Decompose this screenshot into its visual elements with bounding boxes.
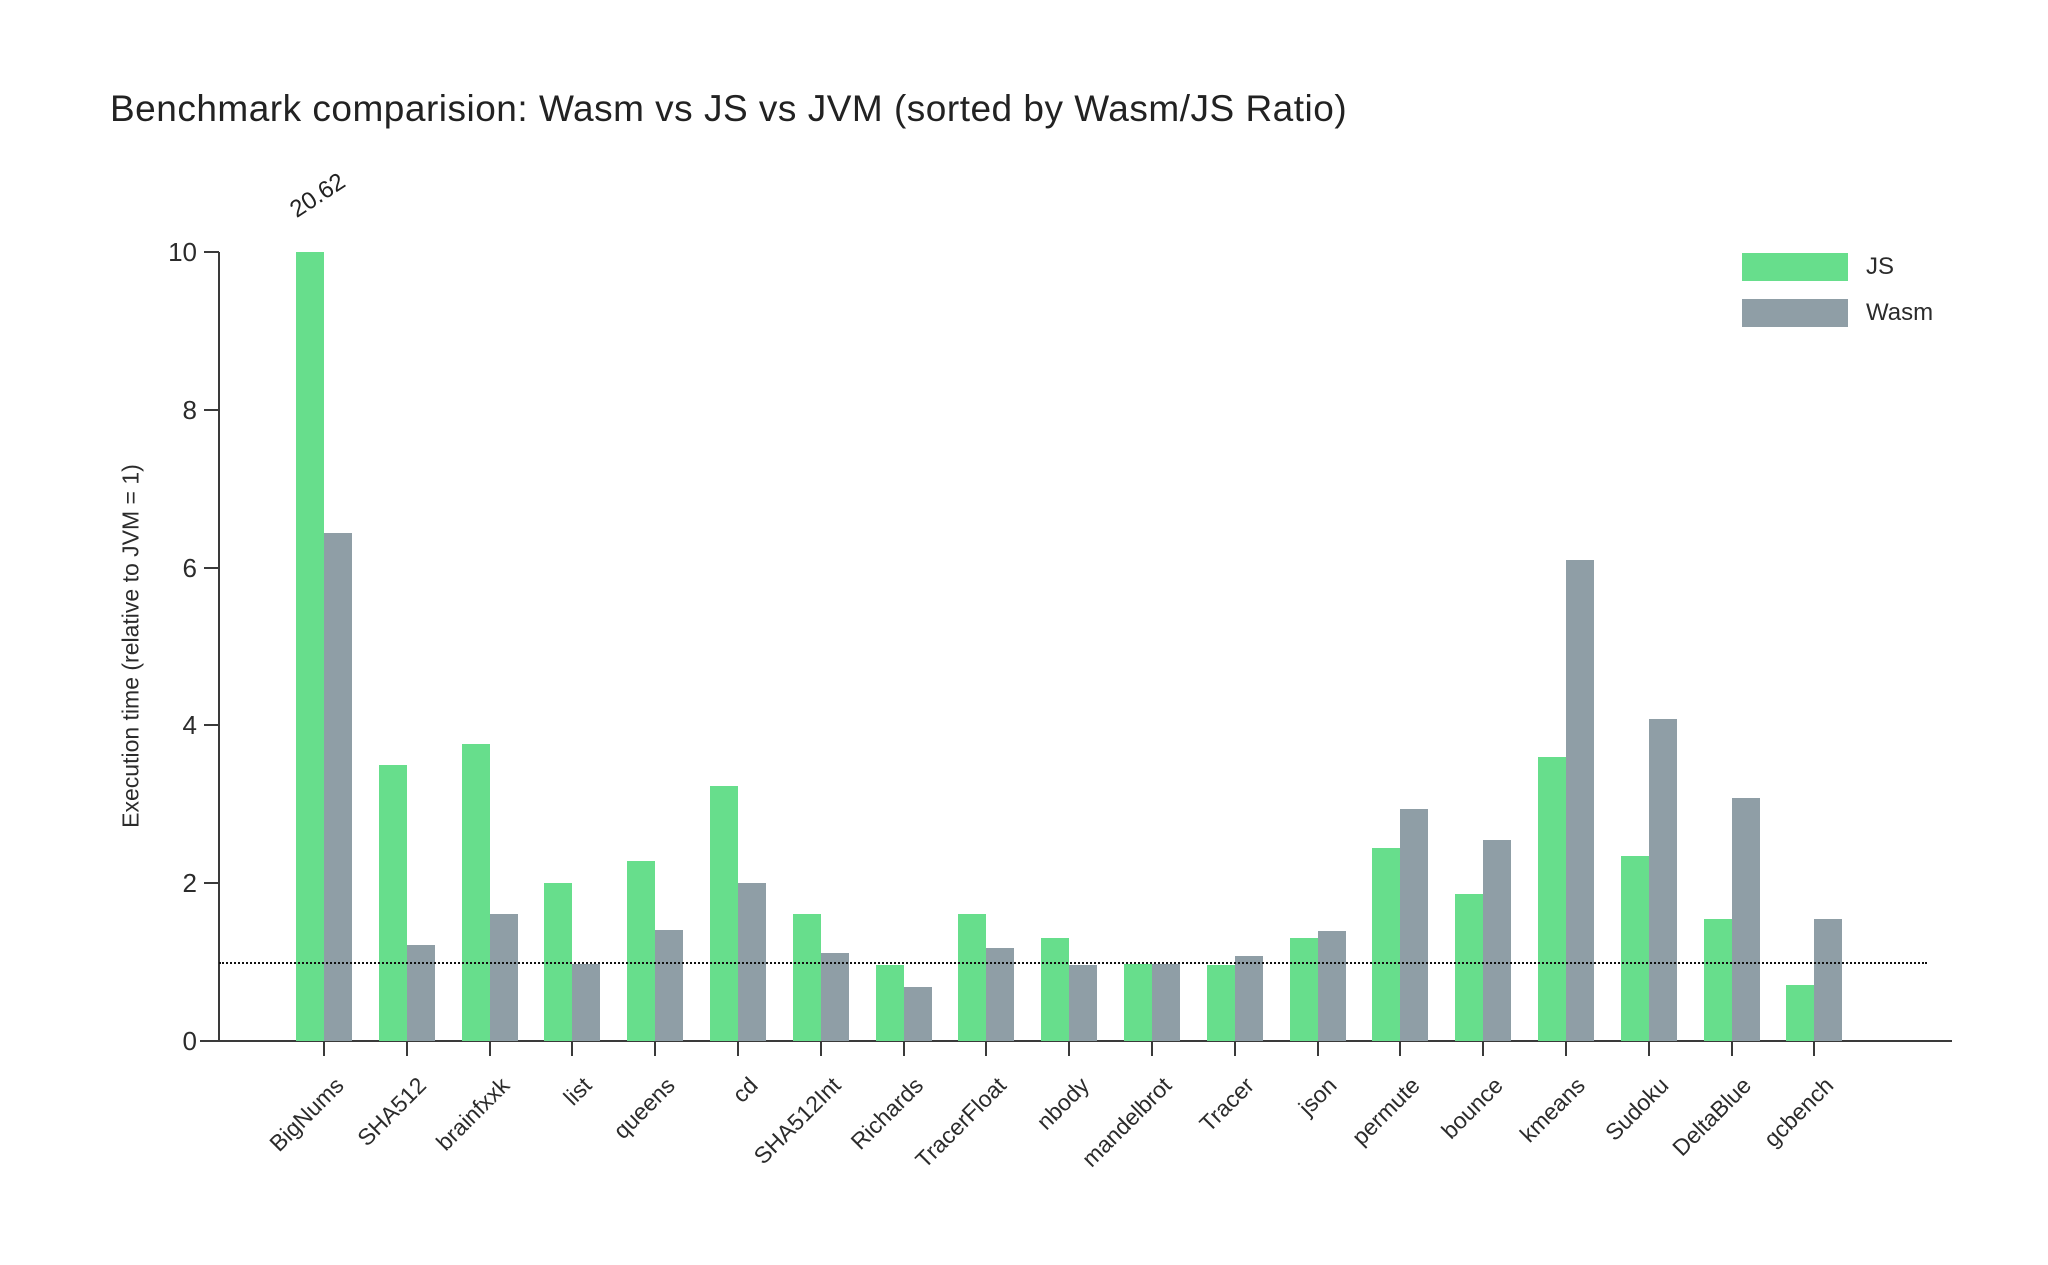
wasm-bar[interactable] xyxy=(1317,930,1346,1041)
x-tick-mark xyxy=(1316,1041,1319,1056)
x-axis-label: SHA512Int xyxy=(748,1072,846,1170)
x-axis-line xyxy=(200,1040,1952,1042)
js-bar[interactable] xyxy=(792,913,821,1041)
x-axis-label: gcbench xyxy=(1758,1072,1839,1152)
wasm-bar[interactable] xyxy=(572,964,601,1041)
wasm-bar[interactable] xyxy=(1069,965,1098,1041)
y-tick-mark xyxy=(204,882,219,885)
y-tick-label: 4 xyxy=(182,710,197,741)
x-tick-mark xyxy=(1813,1041,1816,1056)
x-axis-label: BigNums xyxy=(264,1072,349,1157)
y-tick-label: 0 xyxy=(182,1026,197,1056)
x-tick-mark xyxy=(1565,1041,1567,1056)
x-axis-label: list xyxy=(558,1072,597,1111)
y-axis-line xyxy=(218,252,220,1041)
js-bar[interactable] xyxy=(1289,938,1318,1041)
x-axis-label: SHA512 xyxy=(352,1072,432,1151)
x-axis-label: Tracer xyxy=(1194,1072,1260,1137)
y-tick-mark xyxy=(204,251,219,253)
reference-line-jvm xyxy=(219,962,1927,964)
x-axis-label: cd xyxy=(726,1072,763,1108)
js-bar[interactable] xyxy=(958,913,987,1041)
x-tick-mark xyxy=(985,1041,988,1056)
x-tick-mark xyxy=(1399,1041,1402,1056)
x-axis-label: bounce xyxy=(1435,1072,1508,1144)
y-tick-mark xyxy=(204,566,219,569)
js-bar[interactable] xyxy=(1786,984,1815,1041)
x-axis-label: DeltaBlue xyxy=(1667,1072,1756,1161)
wasm-bar[interactable] xyxy=(655,929,684,1041)
x-tick-mark xyxy=(405,1041,408,1056)
y-tick-label: 10 xyxy=(168,237,197,267)
x-axis-label: brainfxxk xyxy=(430,1072,514,1156)
wasm-bar[interactable] xyxy=(1152,964,1180,1041)
y-tick-label: 6 xyxy=(182,552,197,583)
wasm-bar[interactable] xyxy=(1566,559,1594,1041)
js-bar[interactable] xyxy=(875,965,904,1041)
wasm-bar[interactable] xyxy=(406,944,435,1041)
wasm-bar[interactable] xyxy=(489,913,518,1041)
x-tick-mark xyxy=(654,1041,657,1056)
js-bar[interactable] xyxy=(1206,965,1235,1041)
x-tick-mark xyxy=(1647,1041,1650,1056)
x-tick-mark xyxy=(737,1041,739,1056)
y-tick-mark xyxy=(204,1040,219,1042)
wasm-legend-swatch xyxy=(1742,299,1848,327)
chart-title: Benchmark comparision: Wasm vs JS vs JVM… xyxy=(110,88,1348,129)
x-axis-label: kmeans xyxy=(1515,1072,1591,1148)
x-axis-label: Richards xyxy=(845,1072,928,1155)
x-tick-mark xyxy=(1068,1041,1071,1056)
x-tick-mark xyxy=(902,1041,905,1056)
wasm-legend-label: Wasm xyxy=(1866,299,1934,326)
js-bar[interactable] xyxy=(710,786,738,1041)
x-tick-mark xyxy=(571,1041,574,1056)
js-bar[interactable] xyxy=(627,861,656,1041)
wasm-bar[interactable] xyxy=(1400,809,1429,1041)
js-bar[interactable] xyxy=(461,744,490,1041)
clipped-value-annotation: 20.62 xyxy=(285,167,351,224)
x-tick-mark xyxy=(1730,1041,1733,1056)
js-bar[interactable] xyxy=(1124,963,1152,1041)
y-tick-label: 8 xyxy=(182,394,197,425)
x-tick-mark xyxy=(1233,1041,1236,1056)
x-tick-mark xyxy=(1151,1041,1153,1056)
js-bar[interactable] xyxy=(1372,847,1401,1041)
js-bar[interactable] xyxy=(378,764,407,1041)
wasm-bar[interactable] xyxy=(820,953,849,1041)
wasm-bar[interactable] xyxy=(1483,839,1512,1041)
wasm-bar[interactable] xyxy=(1731,797,1760,1041)
js-bar[interactable] xyxy=(1538,756,1566,1041)
x-tick-mark xyxy=(323,1041,325,1056)
x-axis-label: Sudoku xyxy=(1599,1072,1674,1146)
js-bar[interactable] xyxy=(1703,918,1732,1041)
x-tick-mark xyxy=(819,1041,822,1056)
y-tick-mark xyxy=(204,724,219,727)
js-bar[interactable] xyxy=(296,252,324,1041)
x-tick-mark xyxy=(488,1041,491,1056)
js-legend-swatch xyxy=(1742,253,1848,281)
js-bar[interactable] xyxy=(1620,856,1649,1041)
js-legend-label: JS xyxy=(1866,253,1895,280)
wasm-bar[interactable] xyxy=(1814,918,1843,1041)
x-axis-label: nbody xyxy=(1030,1072,1094,1135)
x-tick-mark xyxy=(1482,1041,1485,1056)
wasm-bar[interactable] xyxy=(324,532,352,1041)
y-tick-mark xyxy=(204,408,219,411)
wasm-bar[interactable] xyxy=(903,986,932,1041)
js-bar[interactable] xyxy=(1455,894,1484,1041)
wasm-bar[interactable] xyxy=(1648,719,1677,1041)
y-axis-title: Execution time (relative to JVM = 1) xyxy=(117,464,144,828)
legend-item-js[interactable]: JS xyxy=(1742,253,1933,281)
legend: JS Wasm xyxy=(1742,253,1933,345)
y-tick-label: 2 xyxy=(182,868,197,899)
x-axis-label: permute xyxy=(1346,1072,1425,1151)
js-bar[interactable] xyxy=(1041,937,1070,1041)
x-axis-label: json xyxy=(1293,1072,1342,1121)
legend-item-wasm[interactable]: Wasm xyxy=(1742,299,1933,327)
x-axis-label: queens xyxy=(607,1072,680,1144)
wasm-bar[interactable] xyxy=(1234,955,1263,1041)
